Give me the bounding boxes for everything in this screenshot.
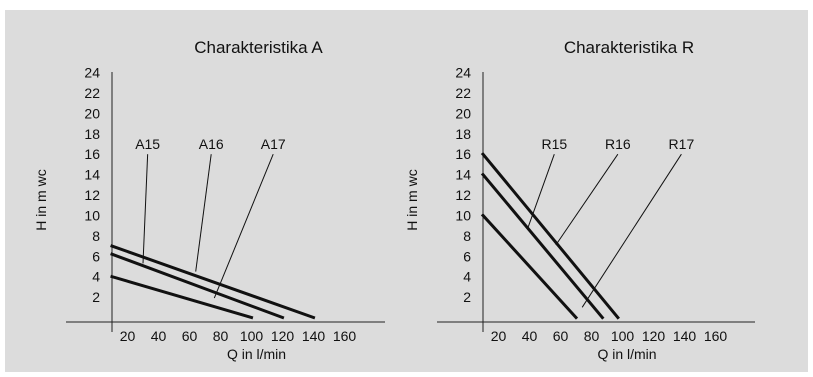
chart1-leader-line-a15 <box>142 154 149 264</box>
chart2-x-tick-label: 80 <box>584 328 600 344</box>
chart1-x-tick-label: 160 <box>333 328 357 344</box>
chart1-x-tick-label: 80 <box>213 328 229 344</box>
chart2-y-tick-label: 12 <box>455 187 471 203</box>
chart1-series-line-a17 <box>110 244 316 320</box>
chart2-y-tick-label: 14 <box>455 167 471 183</box>
chart2-y-axis-label: H in m wc <box>404 169 420 230</box>
chart2-y-tick-label: 20 <box>455 105 471 121</box>
chart2-y-tick-label: 18 <box>455 126 471 142</box>
chart2-y-tick-label: 10 <box>455 207 471 223</box>
chart2-series-line-r17 <box>480 152 620 320</box>
chart1-x-tick-label: 20 <box>120 328 136 344</box>
chart1-x-tick-label: 140 <box>302 328 326 344</box>
chart1-series-label-a15: A15 <box>135 136 160 152</box>
chart1-y-axis-label: H in m wc <box>33 169 49 230</box>
chart1-series-label-a16: A16 <box>199 136 224 152</box>
chart1-x-tick-label: 40 <box>151 328 167 344</box>
chart1-leader-line-a17 <box>213 153 274 299</box>
chart2-x-tick-label: 60 <box>553 328 569 344</box>
chart1-y-tick-label: 2 <box>92 289 100 305</box>
chart1-y-tick-label: 20 <box>84 105 100 121</box>
chart1-y-tick-label: 18 <box>84 126 100 142</box>
chart1-y-tick-label: 24 <box>84 65 100 81</box>
chart2-y-tick-label: 24 <box>455 65 471 81</box>
chart1-y-tick-label: 10 <box>84 207 100 223</box>
chart2-x-tick-label: 100 <box>611 328 635 344</box>
chart2-leader-line-r17 <box>581 153 682 308</box>
chart1-series-label-a17: A17 <box>261 136 286 152</box>
chart2-y-tick-label: 2 <box>463 289 471 305</box>
chart1-x-axis-label: Q in l/min <box>227 346 286 362</box>
chart2-title: Charakteristika R <box>564 38 694 57</box>
chart1-series-line-a16 <box>110 252 285 320</box>
chart2-series-label-r15: R15 <box>541 136 567 152</box>
chart1-y-tick-label: 6 <box>92 248 100 264</box>
chart1-y-tick-label: 14 <box>84 167 100 183</box>
chart2-y-tick-label: 16 <box>455 146 471 162</box>
chart1-y-tick-label: 4 <box>92 269 100 285</box>
chart2-series-line-r15 <box>480 213 579 320</box>
chart2-leader-line-r15 <box>527 153 555 228</box>
chart1-x-tick-label: 120 <box>271 328 295 344</box>
chart2-y-tick-label: 8 <box>463 228 471 244</box>
chart1-y-tick-label: 16 <box>84 146 100 162</box>
figure-panel: Charakteristika A 2 4 6 8 10 12 14 16 18 20 22 24 20 4… <box>5 10 808 372</box>
chart1-y-tick-label: 8 <box>92 228 100 244</box>
chart1-title: Charakteristika A <box>194 38 323 57</box>
chart2-y-tick-label: 22 <box>455 85 471 101</box>
chart1-series-line-a15 <box>110 274 254 320</box>
chart2-x-tick-label: 160 <box>704 328 728 344</box>
chart2-series-line-r16 <box>480 172 605 320</box>
chart2-x-tick-label: 120 <box>642 328 666 344</box>
chart1-x-tick-label: 60 <box>182 328 198 344</box>
chart2-y-tick-label: 6 <box>463 248 471 264</box>
chart2-x-axis-label: Q in l/min <box>597 346 656 362</box>
chart1-y-tick-label: 22 <box>84 85 100 101</box>
chart2-y-tick-label: 4 <box>463 269 471 285</box>
chart2-series-label-r16: R16 <box>605 136 631 152</box>
chart1-y-tick-label: 12 <box>84 187 100 203</box>
chart2-x-tick-label: 20 <box>491 328 507 344</box>
chart2-x-tick-label: 40 <box>522 328 538 344</box>
chart2-series-label-r17: R17 <box>669 136 695 152</box>
chart1-x-tick-label: 100 <box>240 328 264 344</box>
chart2-leader-line-r16 <box>555 153 619 246</box>
chart2-x-tick-label: 140 <box>673 328 697 344</box>
chart1-leader-line-a16 <box>195 154 212 272</box>
